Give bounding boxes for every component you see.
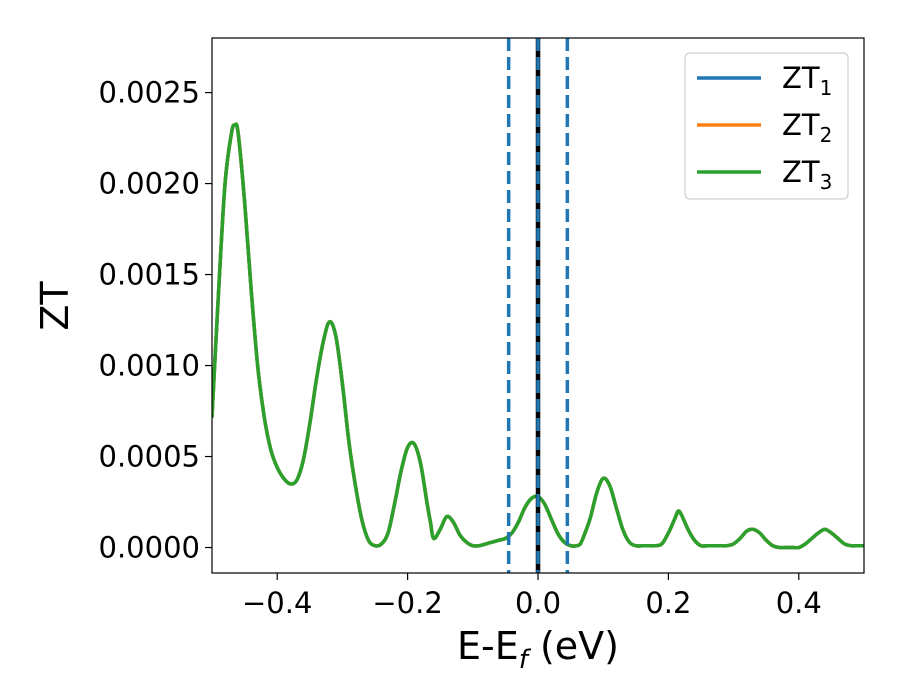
x-axis-label: E-Ef (eV) [457,624,619,675]
x-tick-label: 0.2 [645,586,691,620]
x-axis-label-suffix: (eV) [528,624,619,668]
y-axis-label: ZT [33,281,77,331]
legend-box [684,52,849,200]
y-tick-label: 0.0015 [99,258,200,292]
legend-label-2: ZT2 [782,108,832,147]
x-tick-label: −0.2 [372,586,442,620]
x-tick-label: −0.4 [242,586,312,620]
y-tick-label: 0.0000 [99,531,200,565]
x-tick-label: 0.0 [515,586,561,620]
x-tick-label: 0.4 [776,586,822,620]
x-axis-label-main: E-E [457,624,519,668]
y-tick-label: 0.0025 [99,76,200,110]
legend-label-3: ZT3 [782,155,832,194]
axis-ticks: −0.4 −0.2 0.0 0.2 0.4 0.0000 0.0005 0.0010 0.001… [99,76,822,620]
y-tick-label: 0.0005 [99,440,200,474]
plot-lines [212,38,864,573]
y-tick-label: 0.0020 [99,167,200,201]
legend: ZT1 ZT2 ZT3 [684,52,849,200]
y-tick-label: 0.0010 [99,349,200,383]
legend-label-1: ZT1 [782,61,832,100]
series-line-3 [212,122,864,550]
